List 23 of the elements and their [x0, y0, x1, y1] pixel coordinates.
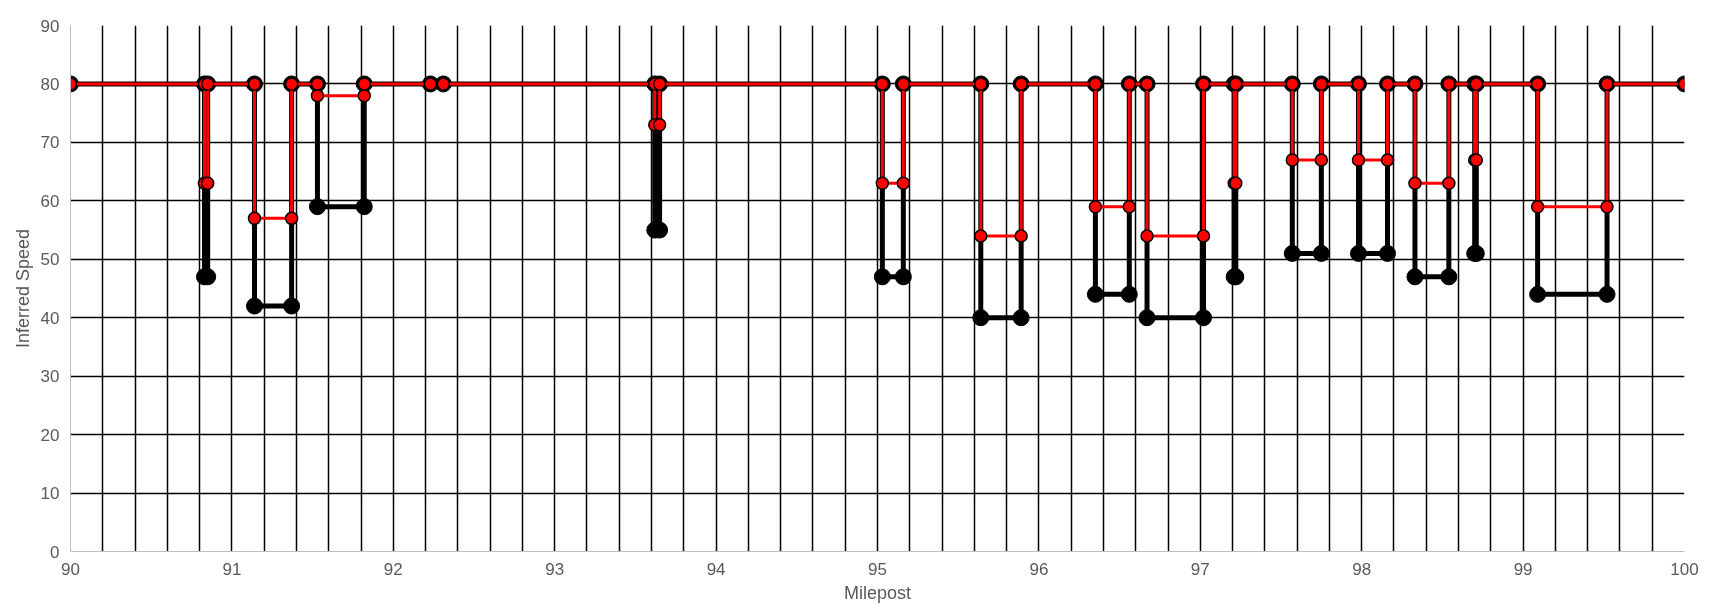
x-tick-label: 99	[1513, 559, 1533, 579]
x-tick-label: 96	[1029, 559, 1049, 579]
y-tick-label: 70	[40, 133, 60, 153]
x-tick-label: 97	[1190, 559, 1210, 579]
y-tick-label: 0	[50, 542, 60, 562]
y-tick-label: 40	[40, 308, 60, 328]
y-tick-label: 60	[40, 191, 60, 211]
x-axis-title: Milepost	[843, 582, 912, 603]
x-tick-label: 91	[222, 559, 242, 579]
y-tick-label: 80	[40, 74, 60, 94]
x-tick-label: 90	[61, 559, 80, 579]
x-tick-label: 93	[545, 559, 565, 579]
x-tick-label: 95	[868, 559, 887, 579]
y-tick-label: 20	[40, 425, 60, 445]
y-tick-label: 30	[40, 367, 60, 387]
y-tick-label: 50	[40, 250, 60, 270]
y-tick-label: 90	[40, 16, 60, 36]
x-tick-label: 98	[1352, 559, 1372, 579]
x-tick-label: 94	[706, 559, 726, 579]
x-tick-label: 100	[1670, 559, 1699, 579]
y-axis-title: Inferred Speed	[12, 228, 33, 349]
x-tick-label: 92	[383, 559, 403, 579]
y-tick-label: 10	[40, 484, 60, 504]
